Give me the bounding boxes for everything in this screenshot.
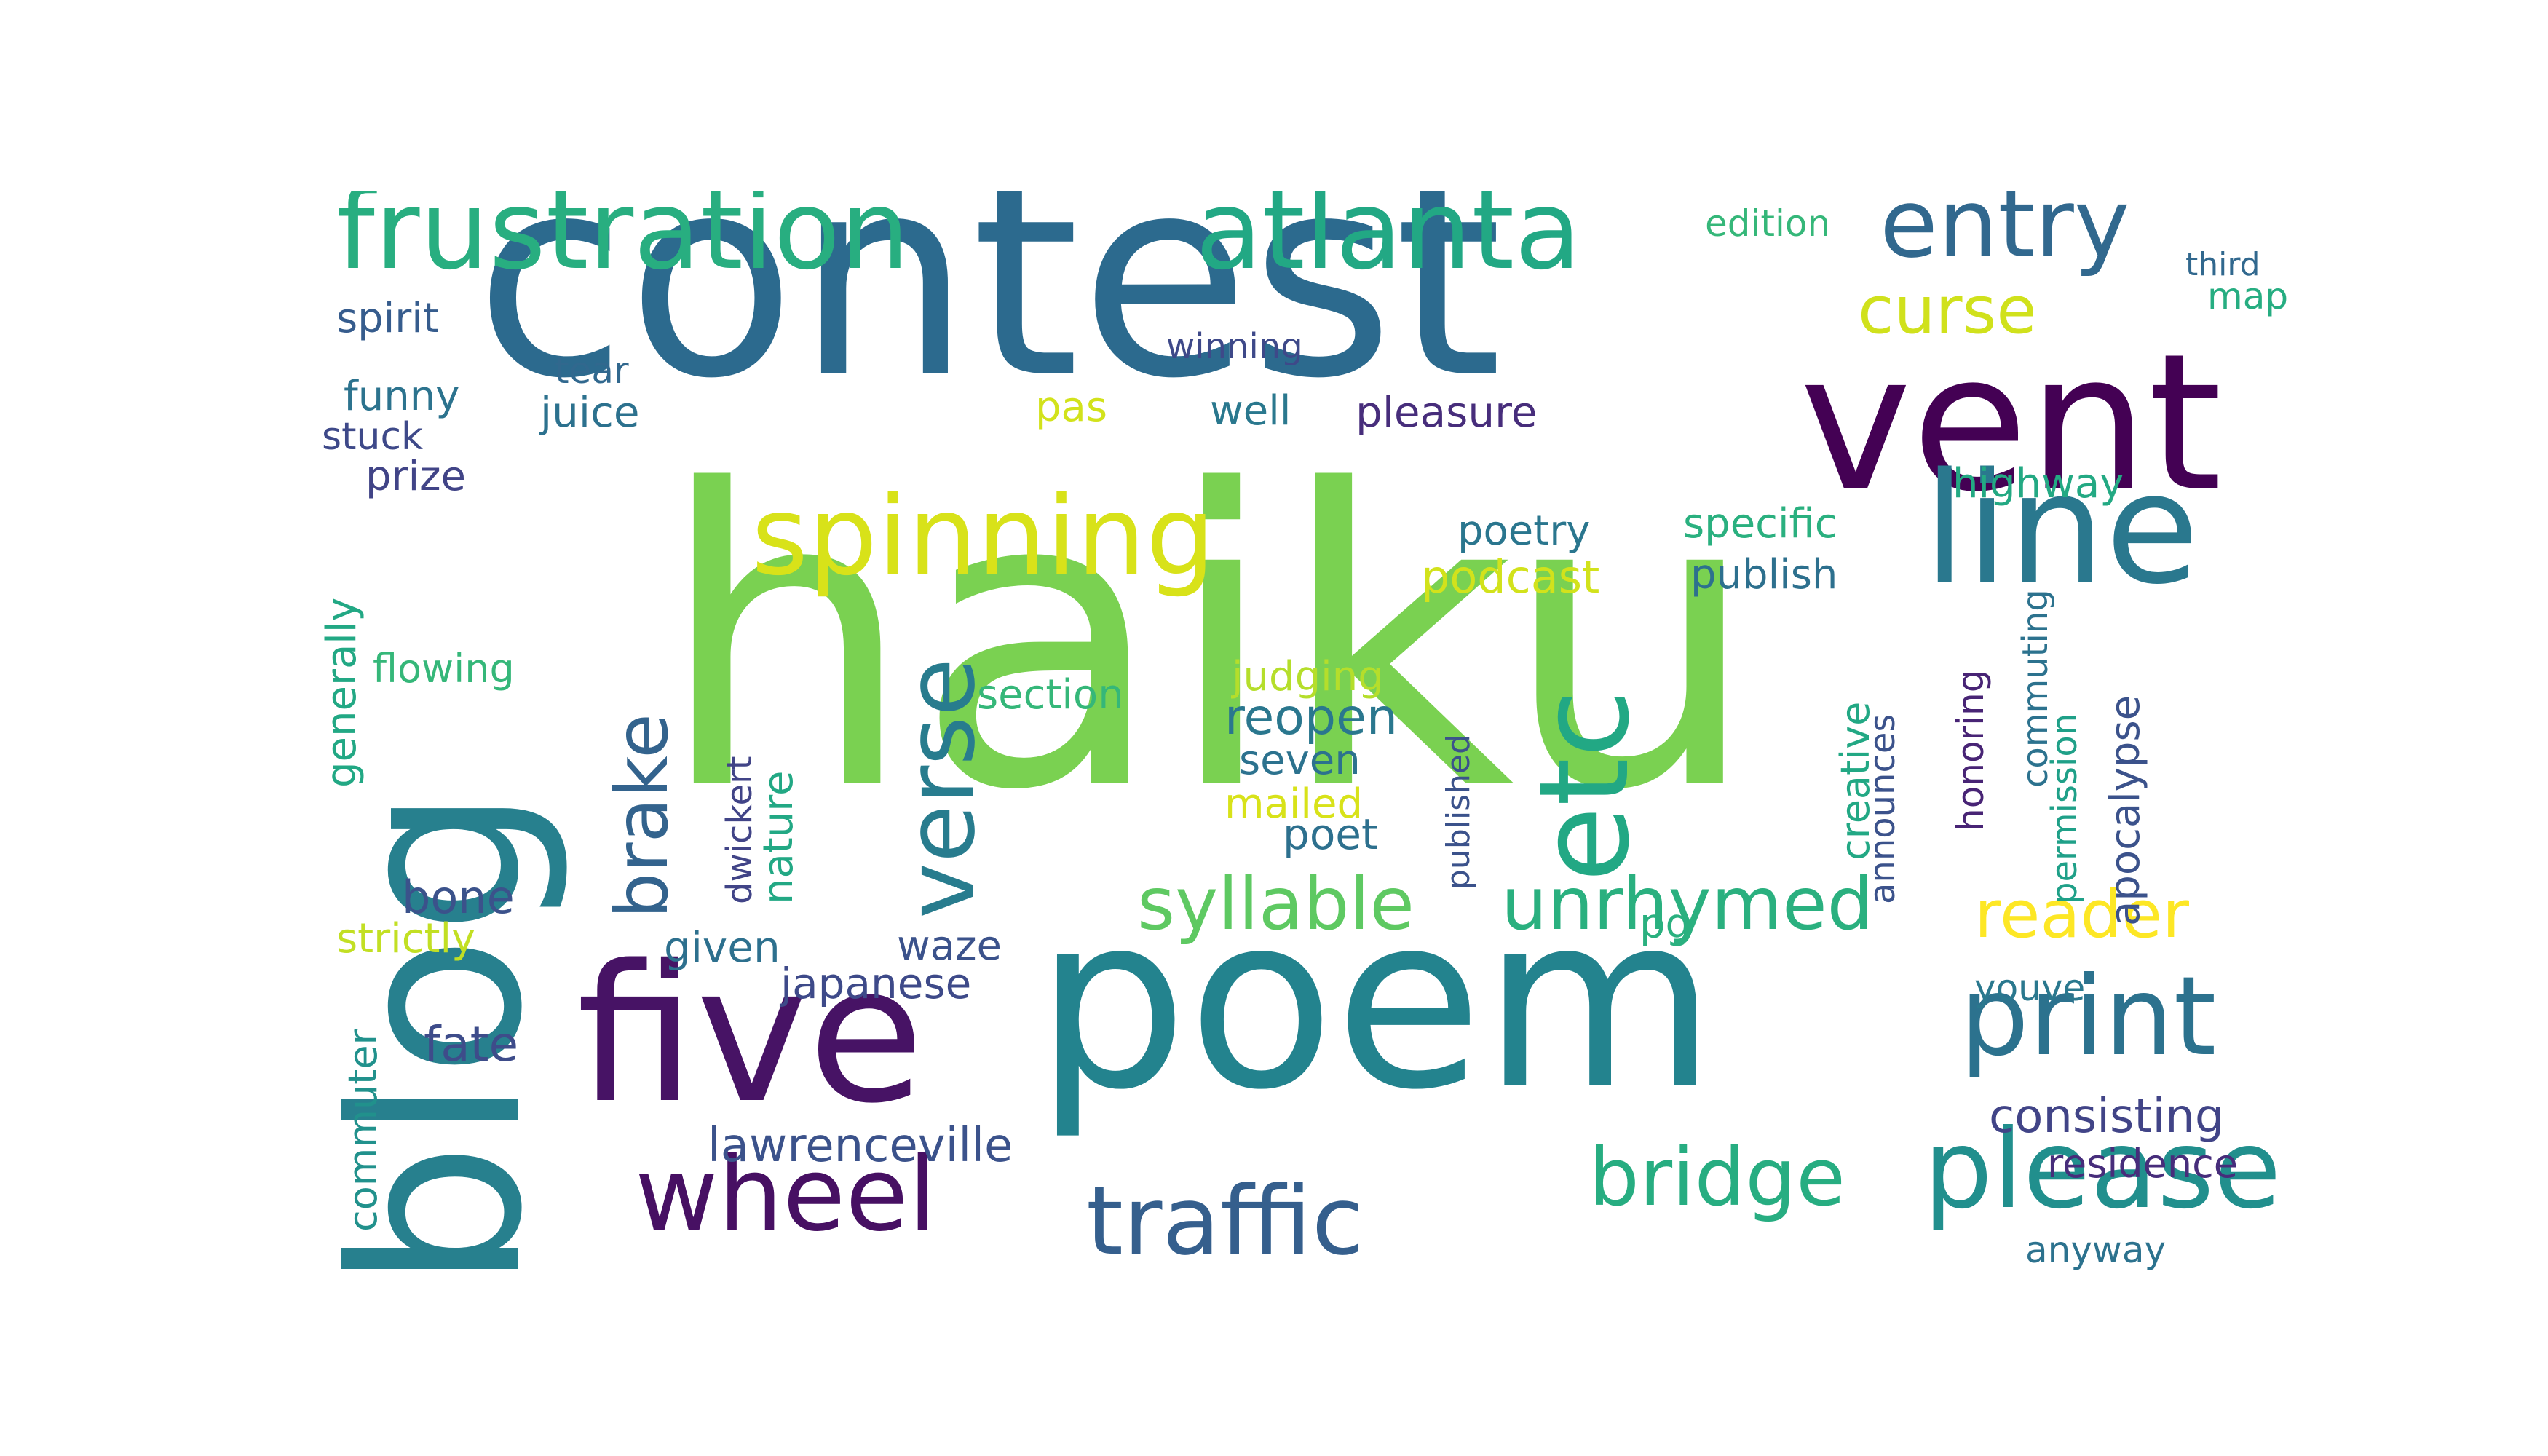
word: publish bbox=[1690, 551, 1838, 598]
word: frustration bbox=[336, 191, 910, 294]
word: pas bbox=[1035, 384, 1108, 431]
word: print bbox=[1960, 954, 2217, 1080]
word: strictly bbox=[336, 915, 476, 962]
word: tear bbox=[555, 349, 629, 392]
word: pg bbox=[1639, 901, 1692, 948]
word: published bbox=[1440, 733, 1477, 890]
word: vent bbox=[1800, 314, 2223, 534]
word: spinning bbox=[751, 473, 1216, 600]
word: poem bbox=[1035, 863, 1717, 1142]
word: poetry bbox=[1457, 507, 1591, 555]
word: contest bbox=[475, 191, 1503, 439]
word: line bbox=[1923, 440, 2199, 618]
word: curse bbox=[1858, 272, 2037, 349]
word: waze bbox=[897, 922, 1002, 970]
word: podcast bbox=[1421, 550, 1600, 604]
word: specific bbox=[1683, 500, 1837, 547]
word: map bbox=[2207, 275, 2287, 317]
word: spirit bbox=[336, 295, 439, 342]
word: generally bbox=[322, 597, 365, 788]
word: commuter bbox=[340, 1029, 386, 1232]
word: brake bbox=[599, 713, 684, 919]
word: apocalypse bbox=[2102, 695, 2149, 926]
word: flowing bbox=[373, 646, 515, 692]
word: funny bbox=[344, 373, 460, 420]
word: well bbox=[1210, 387, 1291, 435]
word: wheel bbox=[635, 1136, 937, 1254]
word: prize bbox=[365, 453, 466, 500]
word: judging bbox=[1232, 653, 1384, 700]
word: etc bbox=[1513, 689, 1657, 882]
word: traffic bbox=[1086, 1166, 1364, 1276]
word: third bbox=[2185, 246, 2260, 283]
word: japanese bbox=[780, 959, 972, 1008]
word: entry bbox=[1880, 191, 2130, 279]
word: juice bbox=[540, 387, 640, 437]
word: please bbox=[1923, 1107, 2282, 1233]
word: reader bbox=[1974, 877, 2190, 953]
word: edition bbox=[1705, 202, 1831, 245]
word: honoring bbox=[1950, 669, 1992, 831]
word: youve bbox=[1974, 967, 2086, 1009]
word: given bbox=[664, 922, 780, 972]
word: dwickert bbox=[719, 756, 760, 904]
word: unrhymed bbox=[1501, 861, 1874, 946]
word: bone bbox=[402, 871, 515, 924]
word: permission bbox=[2044, 713, 2085, 904]
word: consisting bbox=[1989, 1090, 2225, 1144]
word-cloud: haiku contest poem blog five vent line f… bbox=[322, 191, 2287, 1297]
word: syllable bbox=[1137, 861, 1415, 946]
word: section bbox=[977, 671, 1124, 719]
word: five bbox=[577, 925, 925, 1145]
word: atlanta bbox=[1195, 191, 1582, 294]
word: reopen bbox=[1224, 689, 1398, 746]
word: nature bbox=[755, 770, 802, 904]
word: announces bbox=[1862, 713, 1903, 904]
word: seven bbox=[1239, 737, 1361, 784]
word: haiku bbox=[657, 405, 1760, 879]
word: stuck bbox=[322, 415, 424, 459]
word: mailed bbox=[1224, 780, 1363, 828]
word: pleasure bbox=[1356, 387, 1538, 437]
word: residence bbox=[2047, 1141, 2239, 1187]
word: fate bbox=[424, 1016, 519, 1072]
word: winning bbox=[1166, 326, 1303, 367]
word: verse bbox=[885, 657, 996, 919]
word: lawrenceville bbox=[708, 1119, 1013, 1173]
word: highway bbox=[1952, 460, 2124, 507]
word: poet bbox=[1283, 810, 1378, 859]
word: anyway bbox=[2025, 1229, 2167, 1271]
word: bridge bbox=[1588, 1131, 1845, 1224]
